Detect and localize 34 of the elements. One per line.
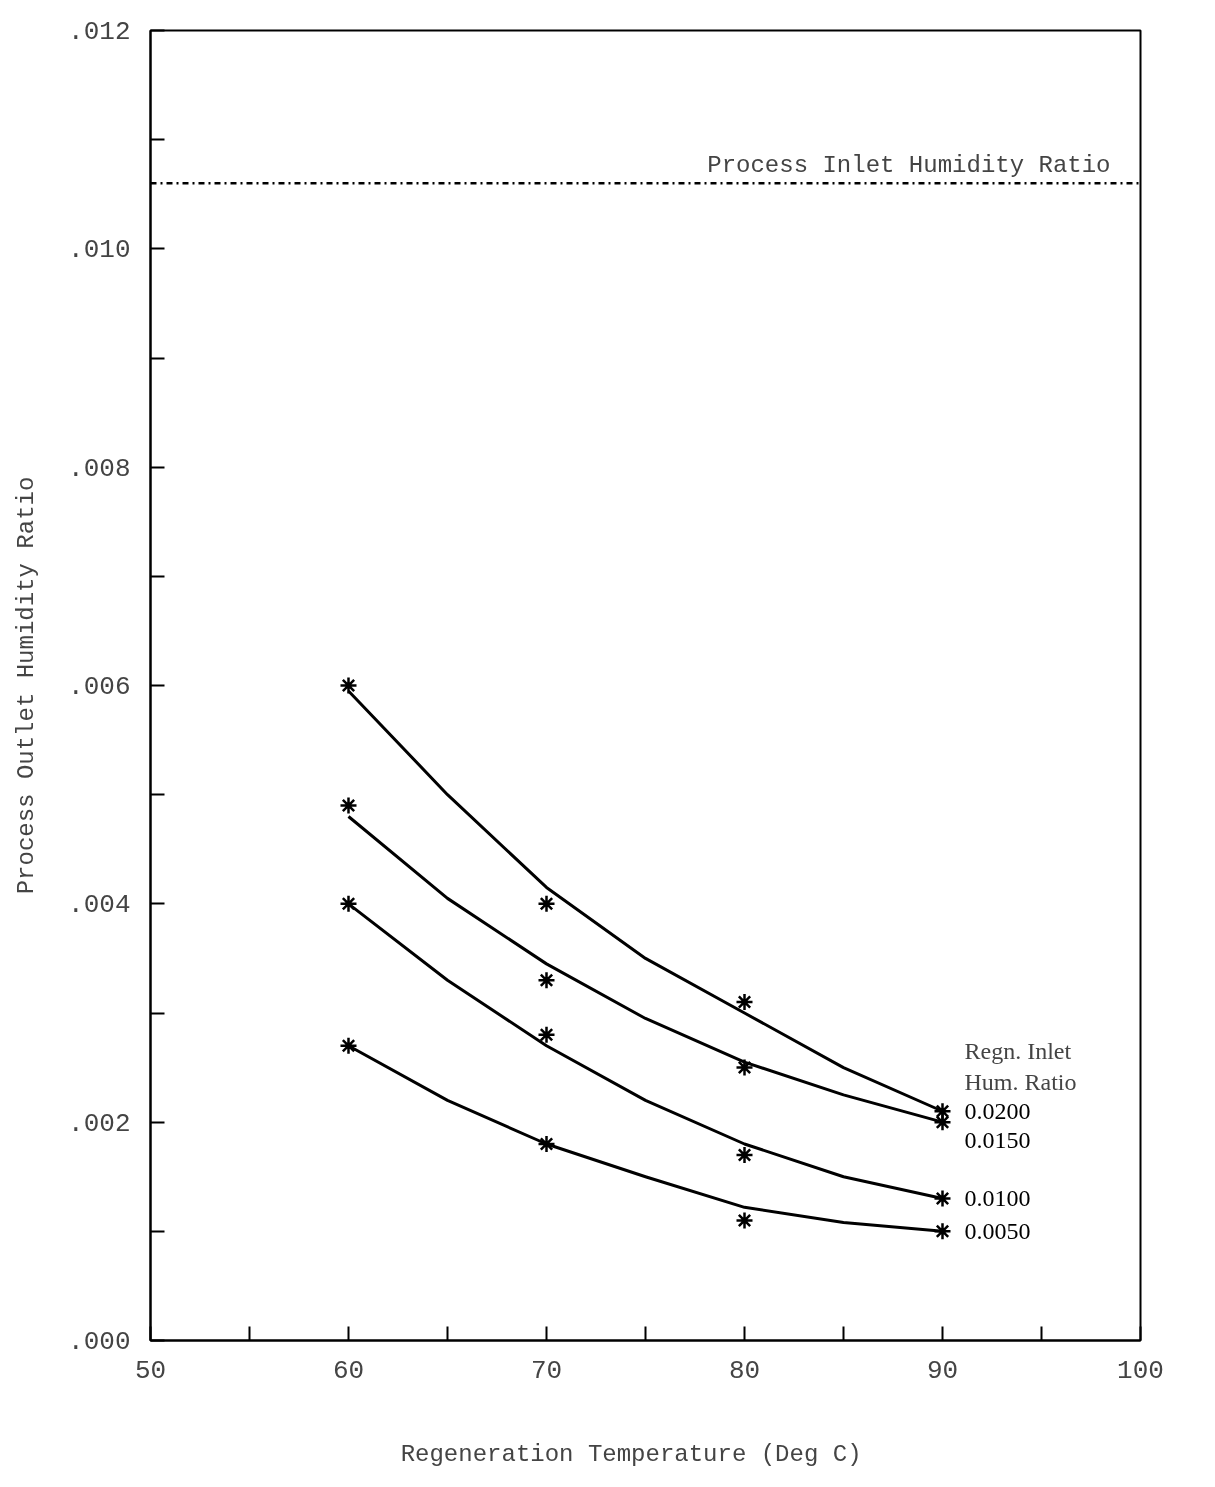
x-tick-label: 60 (332, 1355, 365, 1386)
point (537, 894, 556, 914)
series-label: 0.0150 (964, 1126, 1031, 1153)
legend-title: Regn. Inlet Hum. Ratio (964, 1038, 1077, 1096)
point (339, 1036, 358, 1055)
point (735, 1058, 754, 1077)
point (933, 1222, 952, 1241)
x-tick-label: 80 (728, 1355, 761, 1386)
series-label: 0.0050 (964, 1217, 1031, 1244)
y-axis-title: Process Outlet Humidity Ratio (13, 476, 41, 895)
point (933, 1189, 952, 1208)
series-label: 0.0100 (964, 1185, 1031, 1212)
point (537, 971, 556, 990)
point (537, 1134, 556, 1154)
point (735, 992, 754, 1012)
series-label: 0.0200 (964, 1097, 1031, 1124)
y-tick-label: .012 (68, 17, 131, 47)
point (537, 1025, 556, 1045)
x-tick-label: 100 (1117, 1355, 1164, 1386)
point (933, 1112, 952, 1132)
point (735, 1145, 754, 1165)
point (735, 1211, 754, 1230)
y-tick-label: .000 (68, 1327, 131, 1357)
y-tick-label: .010 (68, 235, 131, 266)
x-axis-title: Regeneration Temperature (Deg C) (400, 1440, 862, 1468)
y-tick-label: .006 (68, 672, 131, 702)
x-tick-label: 50 (134, 1355, 167, 1386)
y-tick-label: .008 (68, 453, 131, 484)
ref-line-label: Process Inlet Humidity Ratio (707, 152, 1111, 180)
y-tick-label: .002 (68, 1108, 131, 1139)
y-tick-label: .004 (68, 890, 131, 921)
x-tick-label: 90 (926, 1355, 959, 1386)
x-tick-label: 70 (530, 1355, 563, 1386)
point (339, 894, 358, 914)
